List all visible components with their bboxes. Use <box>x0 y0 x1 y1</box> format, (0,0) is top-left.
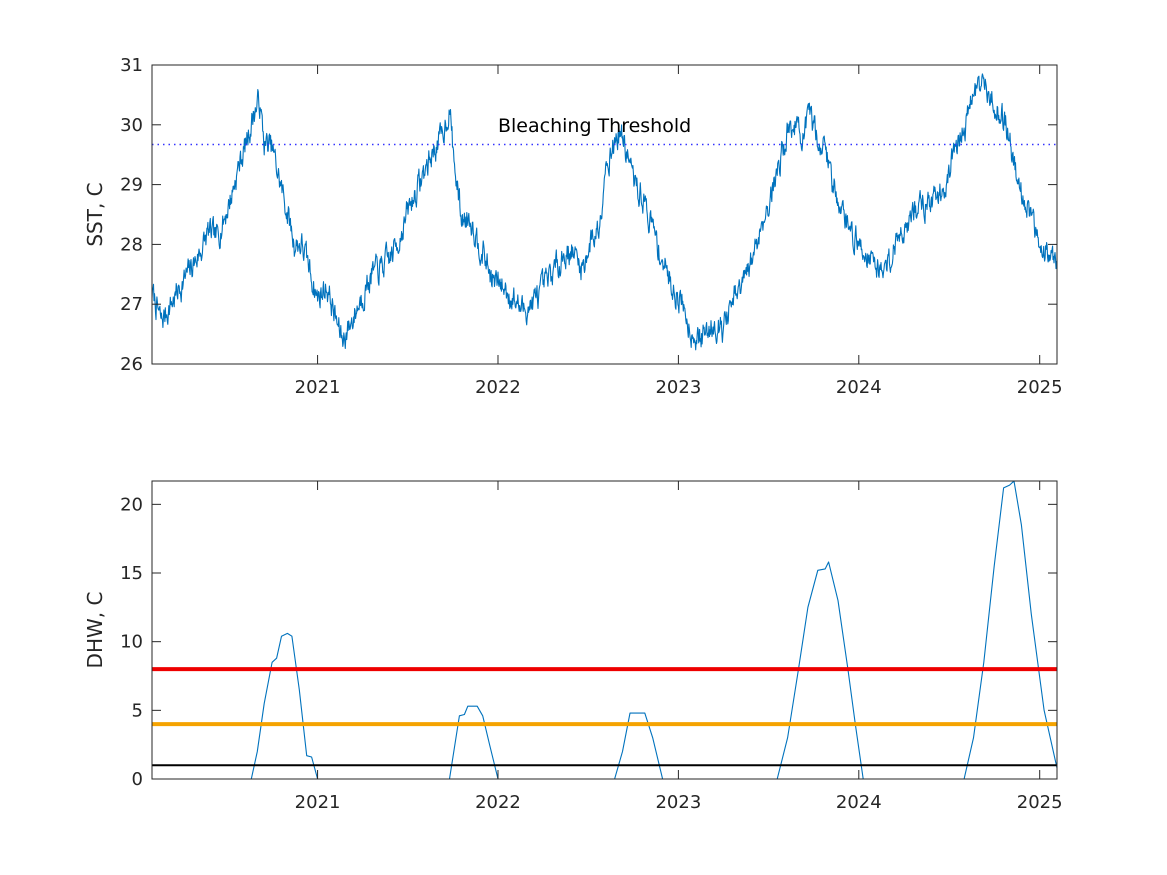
x-tick-label: 2022 <box>475 792 521 813</box>
x-tick-label: 2023 <box>655 792 701 813</box>
y-tick-label: 29 <box>120 175 143 196</box>
y-tick-label: 10 <box>120 632 143 653</box>
axes-box <box>151 64 1058 365</box>
dhw-series-0 <box>152 481 1057 779</box>
y-tick-label: 31 <box>120 55 143 76</box>
x-tick-label: 2021 <box>295 792 341 813</box>
x-tick-label: 2024 <box>836 792 882 813</box>
y-tick-label: 26 <box>120 354 143 375</box>
y-axis-label: SST, C <box>83 182 107 246</box>
y-tick-label: 27 <box>120 294 143 315</box>
sst-series-0 <box>152 73 1057 351</box>
axes-box <box>151 480 1058 780</box>
x-tick-label: 2021 <box>295 377 341 398</box>
x-tick-label: 2025 <box>1017 377 1063 398</box>
y-tick-label: 28 <box>120 234 143 255</box>
y-tick-label: 15 <box>120 563 143 584</box>
y-axis-label: DHW, C <box>83 592 107 669</box>
x-tick-label: 2023 <box>655 377 701 398</box>
annotation-label: Bleaching Threshold <box>498 115 691 137</box>
y-tick-label: 0 <box>132 769 143 790</box>
y-tick-label: 30 <box>120 115 143 136</box>
x-tick-label: 2022 <box>475 377 521 398</box>
dhw-axes: 2021 2022 2023 2024 2025 0 5 10 15 20 DHW, C <box>83 480 1063 813</box>
x-tick-label: 2024 <box>836 377 882 398</box>
x-tick-label: 2025 <box>1017 792 1063 813</box>
y-tick-label: 5 <box>132 700 143 721</box>
y-tick-label: 20 <box>120 494 143 515</box>
sst-axes: 2021 2022 2023 2024 2025 26 27 28 29 30 31 SST, C Bl… <box>83 55 1063 398</box>
